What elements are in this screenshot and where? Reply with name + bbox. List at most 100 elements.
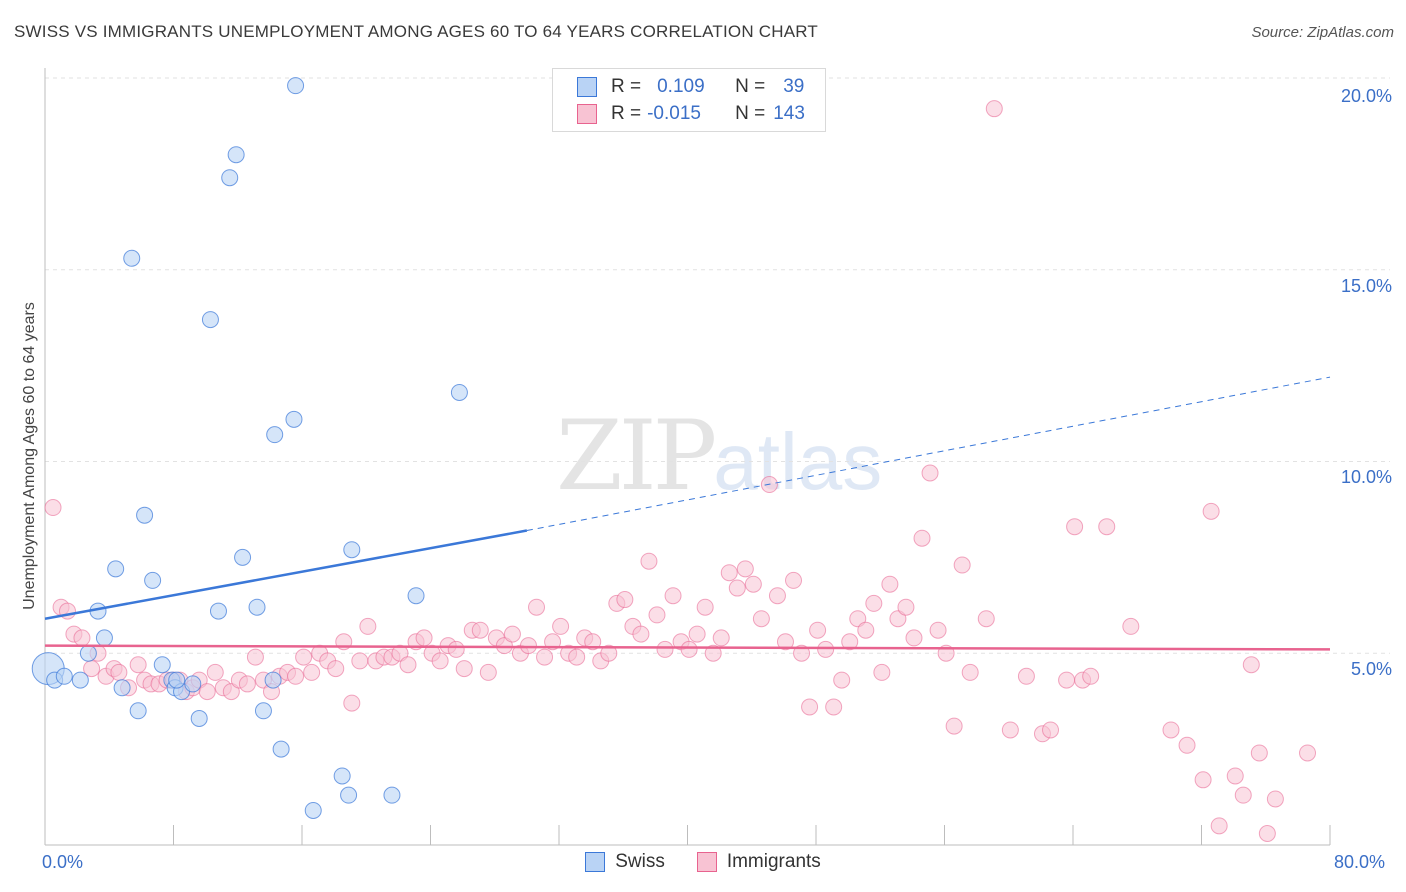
immigrants-point-50 xyxy=(431,652,449,670)
immigrants-point-111 xyxy=(921,464,939,482)
immigrants-point-134 xyxy=(1226,767,1244,785)
immigrants-point-103 xyxy=(857,621,875,639)
legend-immigrants-r-value: -0.015 xyxy=(647,103,701,124)
immigrants-point-61 xyxy=(519,637,537,655)
immigrants-point-22 xyxy=(206,663,224,681)
swiss-point-3 xyxy=(71,671,89,689)
immigrants-point-90 xyxy=(752,610,770,628)
swiss-point-31 xyxy=(304,801,322,819)
immigrants-point-24 xyxy=(222,683,240,701)
immigrants-point-82 xyxy=(688,625,706,643)
bottom-legend: Swiss Immigrants xyxy=(0,851,1406,873)
immigrants-point-93 xyxy=(776,633,794,651)
immigrants-point-81 xyxy=(680,640,698,658)
legend-row-immigrants: R = -0.015 N = 143 xyxy=(577,102,805,126)
immigrants-point-122 xyxy=(1042,721,1060,739)
y-tick-label-10: 10.0% xyxy=(1340,467,1392,487)
immigrants-point-130 xyxy=(1178,736,1196,754)
swiss-point-19 xyxy=(201,311,219,329)
immigrants-point-67 xyxy=(568,648,586,666)
immigrants-point-118 xyxy=(985,100,1003,118)
immigrants-point-41 xyxy=(359,617,377,635)
immigrants-point-52 xyxy=(447,640,465,658)
immigrants-point-137 xyxy=(1250,744,1268,762)
immigrants-point-102 xyxy=(849,610,867,628)
immigrants-point-135 xyxy=(1234,786,1252,804)
immigrants-point-133 xyxy=(1210,817,1228,835)
immigrants-point-33 xyxy=(295,648,313,666)
legend-swatch-swiss xyxy=(577,77,597,97)
immigrants-point-56 xyxy=(479,663,497,681)
swiss-point-10 xyxy=(129,702,147,720)
immigrants-point-92 xyxy=(768,587,786,605)
x-tick-label-max: 80.0% xyxy=(1334,852,1386,872)
immigrants-point-126 xyxy=(1082,667,1100,685)
swiss-point-6 xyxy=(95,629,113,647)
y-tick-label-20: 20.0% xyxy=(1340,86,1392,106)
swiss-point-8 xyxy=(113,679,131,697)
immigrants-point-32 xyxy=(287,667,305,685)
swiss-point-20 xyxy=(209,602,227,620)
immigrants-point-138 xyxy=(1258,824,1276,842)
immigrants-point-21 xyxy=(198,683,216,701)
swiss-point-7 xyxy=(107,560,125,578)
source-label: Source: ZipAtlas.com xyxy=(1251,24,1394,41)
bottom-legend-swatch-immigrants xyxy=(696,852,717,872)
immigrants-point-0 xyxy=(44,499,62,517)
swiss-point-9 xyxy=(123,249,141,267)
immigrants-point-85 xyxy=(712,629,730,647)
immigrants-point-95 xyxy=(793,644,811,662)
immigrants-point-73 xyxy=(616,591,634,609)
bottom-legend-label-swiss: Swiss xyxy=(615,851,665,872)
legend-row-swiss: R = 0.109 N = 39 xyxy=(577,75,804,99)
immigrants-point-107 xyxy=(889,610,907,628)
immigrants-point-83 xyxy=(696,598,714,616)
immigrants-point-136 xyxy=(1242,656,1260,674)
legend-immigrants-n-label: N = xyxy=(735,103,766,124)
swiss-point-26 xyxy=(264,671,282,689)
swiss-point-2 xyxy=(55,667,73,685)
immigrants-point-94 xyxy=(785,571,803,589)
swiss-point-17 xyxy=(184,675,202,693)
immigrants-point-63 xyxy=(536,648,554,666)
immigrants-point-27 xyxy=(246,648,264,666)
swiss-point-35 xyxy=(383,786,401,804)
legend: R = 0.109 N = 39 R = -0.015 N = 143 xyxy=(552,68,826,132)
immigrants-point-53 xyxy=(455,660,473,678)
swiss-point-11 xyxy=(136,506,154,524)
swiss-point-24 xyxy=(248,598,266,616)
immigrants-point-76 xyxy=(640,552,658,570)
immigrants-point-58 xyxy=(495,637,513,655)
immigrants-point-86 xyxy=(720,564,738,582)
swiss-point-25 xyxy=(254,702,272,720)
immigrants-point-48 xyxy=(415,629,433,647)
immigrants-point-65 xyxy=(552,617,570,635)
immigrants-point-71 xyxy=(600,644,618,662)
immigrants-point-87 xyxy=(728,579,746,597)
immigrants-point-88 xyxy=(736,560,754,578)
swiss-point-29 xyxy=(287,77,305,95)
bottom-legend-swatch-swiss xyxy=(585,852,606,872)
swiss-point-32 xyxy=(333,767,351,785)
immigrants-point-40 xyxy=(351,652,369,670)
immigrants-point-139 xyxy=(1266,790,1284,808)
immigrants-point-131 xyxy=(1194,771,1212,789)
immigrants-point-97 xyxy=(809,621,827,639)
immigrants-trend-line xyxy=(44,644,1331,651)
swiss-point-4 xyxy=(79,644,97,662)
immigrants-point-84 xyxy=(704,644,722,662)
immigrants-point-114 xyxy=(945,717,963,735)
immigrants-point-69 xyxy=(584,633,602,651)
immigrants-point-98 xyxy=(817,640,835,658)
immigrants-point-105 xyxy=(873,663,891,681)
immigrants-point-11 xyxy=(129,656,147,674)
immigrants-point-129 xyxy=(1162,721,1180,739)
bottom-legend-immigrants: Immigrants xyxy=(696,851,821,873)
immigrants-point-64 xyxy=(544,633,562,651)
legend-swiss-r-label: R = xyxy=(611,76,642,97)
immigrants-point-109 xyxy=(905,629,923,647)
swiss-point-18 xyxy=(190,709,208,727)
swiss-point-21 xyxy=(221,169,239,187)
immigrants-point-100 xyxy=(833,671,851,689)
